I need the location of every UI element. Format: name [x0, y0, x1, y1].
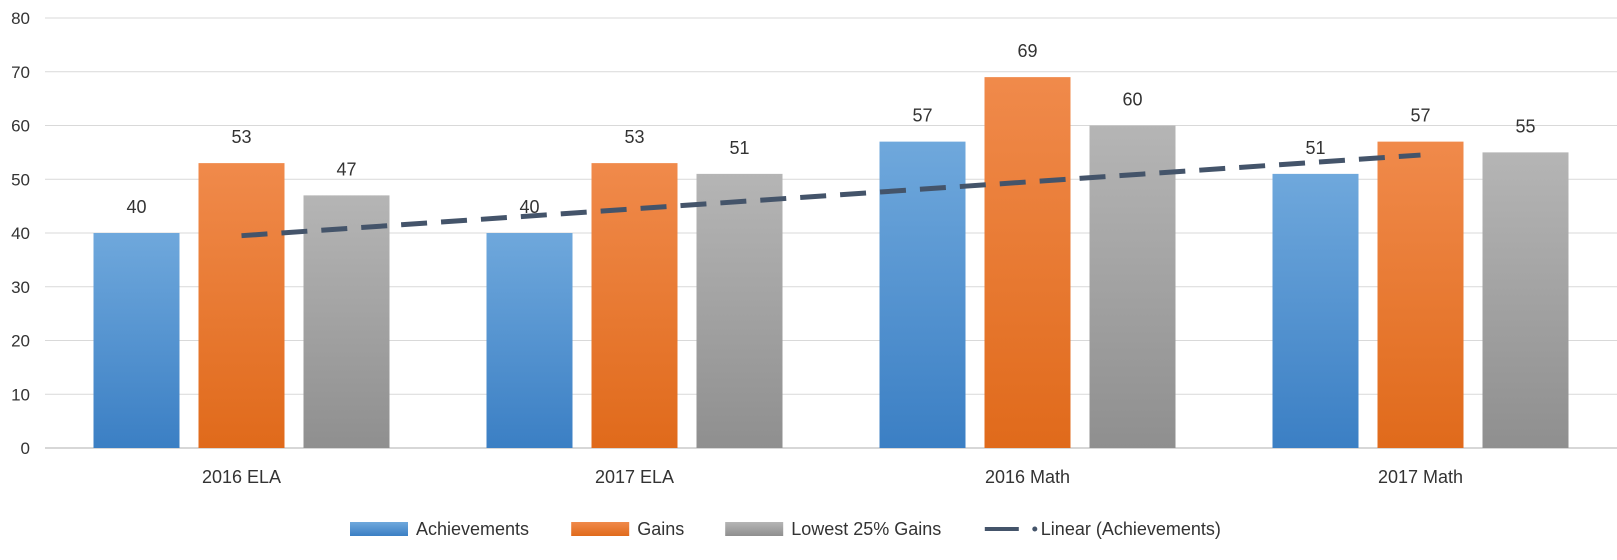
- legend-item: Gains: [571, 519, 684, 539]
- trendline: [241, 152, 1421, 239]
- y-tick-label: 80: [11, 9, 30, 28]
- data-label: 53: [231, 127, 251, 147]
- data-label: 53: [624, 127, 644, 147]
- bar-lowest-25-gains-2: [1089, 125, 1176, 448]
- x-axis-categories: 2016 ELA 2017 ELA 2016 Math 2017 Math: [202, 467, 1463, 487]
- data-label: 69: [1017, 41, 1037, 61]
- legend-label: Linear (Achievements): [1041, 519, 1221, 539]
- data-label: 57: [1410, 106, 1430, 126]
- x-category-label: 2017 Math: [1378, 467, 1463, 487]
- trendline-group: [241, 152, 1421, 239]
- y-tick-label: 0: [21, 439, 30, 458]
- y-tick-label: 40: [11, 224, 30, 243]
- y-tick-label: 20: [11, 332, 30, 351]
- data-label: 51: [1305, 138, 1325, 158]
- legend-item: Lowest 25% Gains: [725, 519, 941, 539]
- x-category-label: 2017 ELA: [595, 467, 674, 487]
- legend-swatch: [350, 522, 408, 536]
- x-category-label: 2016 Math: [985, 467, 1070, 487]
- legend-trend-dot: [1032, 526, 1038, 532]
- legend-swatch: [725, 522, 784, 536]
- y-tick-label: 30: [11, 278, 30, 297]
- data-label: 40: [126, 197, 146, 217]
- legend-item: Achievements: [350, 519, 529, 539]
- y-axis-ticks: 0 10 20 30 40 50 60 70 80: [11, 9, 30, 458]
- data-label: 57: [912, 106, 932, 126]
- data-label: 47: [336, 159, 356, 179]
- data-label: 40: [519, 197, 539, 217]
- data-label: 51: [729, 138, 749, 158]
- bar-gains-2: [984, 77, 1071, 448]
- y-tick-label: 10: [11, 385, 30, 404]
- y-tick-label: 60: [11, 117, 30, 136]
- bar-gains-0: [198, 163, 285, 448]
- legend-item-trendline: Linear (Achievements): [984, 519, 1221, 539]
- bars: [93, 77, 1569, 448]
- legend-label: Gains: [637, 519, 684, 539]
- bar-lowest-25-gains-0: [303, 195, 390, 448]
- legend-swatch: [571, 522, 630, 536]
- bar-lowest-25-gains-1: [696, 173, 783, 448]
- data-label: 60: [1122, 90, 1142, 110]
- legend-label: Achievements: [416, 519, 529, 539]
- legend-label: Lowest 25% Gains: [791, 519, 941, 539]
- bar-achievements-0: [93, 233, 180, 448]
- bar-achievements-1: [486, 233, 573, 448]
- data-labels: 40 53 47 40 53 51 57 69 60 51 57 55: [126, 41, 1535, 217]
- legend: Achievements Gains Lowest 25% Gains Linear …: [350, 519, 1221, 539]
- bar-lowest-25-gains-3: [1482, 152, 1569, 448]
- y-tick-label: 70: [11, 63, 30, 82]
- bar-achievements-3: [1272, 173, 1359, 448]
- data-label: 55: [1515, 116, 1535, 136]
- y-tick-label: 50: [11, 170, 30, 189]
- x-category-label: 2016 ELA: [202, 467, 281, 487]
- bar-gains-3: [1377, 141, 1464, 448]
